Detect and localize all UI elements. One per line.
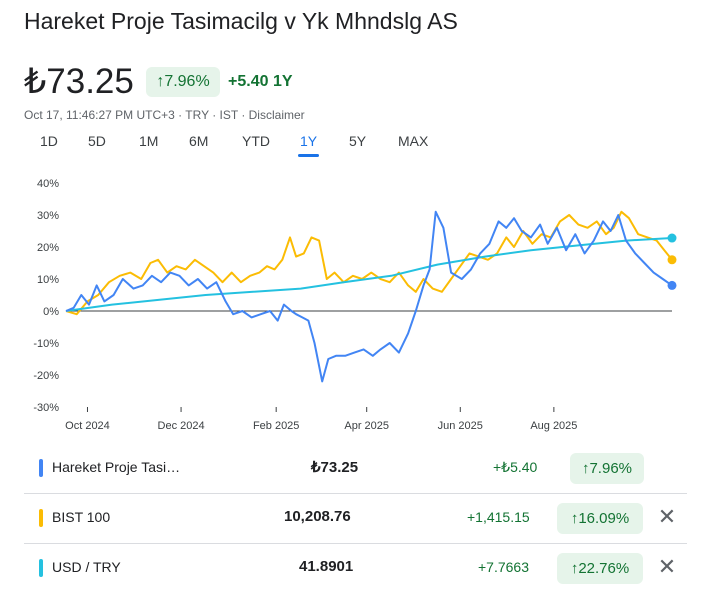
current-price: ₺73.25 [24,62,134,101]
row-value: ₺73.25 [311,459,359,476]
change-percent-badge: ↑7.96% [146,67,220,97]
x-tick-label: Feb 2025 [253,420,299,432]
x-tick-label: Aug 2025 [530,420,577,432]
tab-5y[interactable]: 5Y [349,133,367,149]
row-name: USD / TRY [52,559,121,575]
tab-5d[interactable]: 5D [88,133,106,149]
y-tick-label: 20% [37,242,59,254]
y-tick-label: -30% [33,402,59,414]
y-tick-label: 0% [43,306,59,318]
comparison-chart[interactable]: 40% 30% 20% 10% 0% -10% -20% -30% Oct 2024 Dec 20… [0,170,711,440]
row-pct-badge: ↑16.09% [557,503,643,534]
series-end-point [667,233,677,243]
tab-1m[interactable]: 1M [139,133,159,149]
series-color-bar [39,509,43,527]
series-end-point [667,255,677,265]
table-row[interactable]: Hareket Proje Tasi… ₺73.25 +₺5.40 ↑7.96% [24,444,687,493]
row-divider [24,493,687,494]
y-tick-label: 40% [37,178,59,190]
quote-meta: Oct 17, 11:46:27 PM UTC+3 · TRY · IST · … [24,108,305,122]
change-abs: +5.40 [228,73,269,90]
row-pct-badge: ↑22.76% [557,553,643,584]
row-name: Hareket Proje Tasi… [52,459,181,475]
row-value: 10,208.76 [284,508,351,525]
remove-comparison-close-icon[interactable]: ✕ [657,504,677,529]
series-color-bar [39,459,43,477]
x-tick-label: Dec 2024 [158,420,205,432]
change-period: 1Y [272,73,293,90]
row-divider [24,543,687,544]
tab-1y[interactable]: 1Y [297,133,320,157]
series-line [65,210,673,383]
series-line [65,210,673,316]
y-tick-label: -20% [33,370,59,382]
y-tick-label: 30% [37,210,59,222]
x-tick-label: Apr 2025 [344,420,389,432]
table-row[interactable]: USD / TRY 41.8901 +7.7663 ↑22.76% ✕ [24,544,687,593]
y-tick-label: -10% [33,338,59,350]
x-tick-label: Oct 2024 [65,420,110,432]
x-tick-label: Jun 2025 [438,420,483,432]
tab-6m[interactable]: 6M [189,133,209,149]
series-end-point [667,280,677,290]
series-color-bar [39,559,43,577]
row-change: +7.7663 [478,559,529,575]
row-change: +₺5.40 [493,459,538,475]
remove-comparison-close-icon[interactable]: ✕ [657,554,677,579]
tab-max[interactable]: MAX [398,133,429,149]
row-change: +1,415.15 [467,509,530,525]
change-amount: +5.40 1Y [228,73,293,91]
tab-1d[interactable]: 1D [40,133,58,149]
row-pct-badge: ↑7.96% [570,453,644,484]
y-tick-label: 10% [37,274,59,286]
table-row[interactable]: BIST 100 10,208.76 +1,415.15 ↑16.09% ✕ [24,494,687,543]
row-value: 41.8901 [299,558,354,575]
tab-ytd[interactable]: YTD [242,133,270,149]
row-name: BIST 100 [52,509,111,525]
stock-title: Hareket Proje Tasimacilg v Yk Mhndslg AS [24,8,458,34]
series-line [65,237,673,312]
